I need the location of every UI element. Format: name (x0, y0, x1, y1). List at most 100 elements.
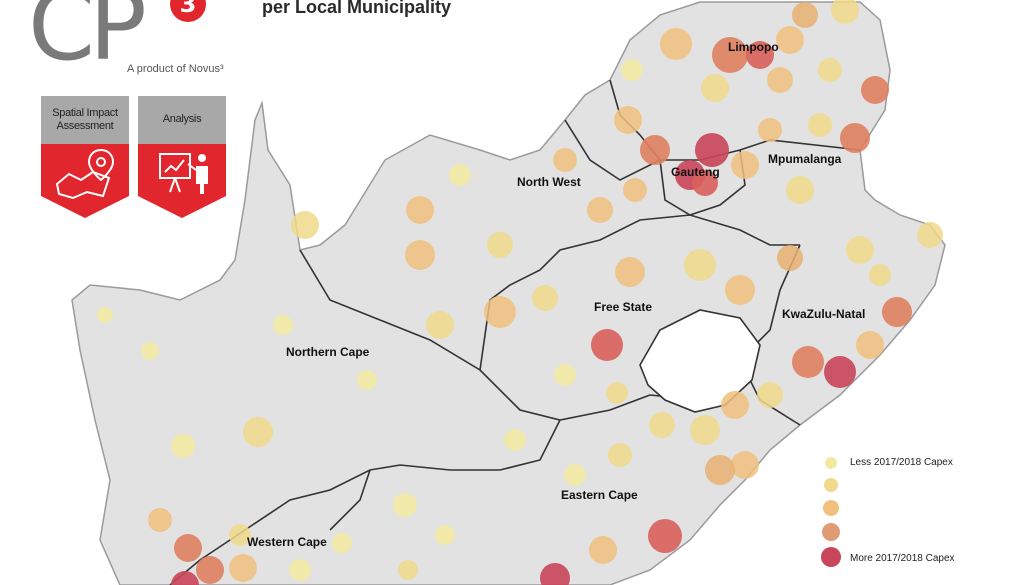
tile-spatial-impact-line1: Spatial Impact (52, 106, 118, 119)
capex-circle (406, 196, 434, 224)
tile-analysis-line1: Analysis (162, 113, 202, 126)
tile-spatial-impact[interactable]: Spatial Impact Assessment (41, 96, 129, 218)
capex-circle (405, 240, 435, 270)
legend-swatch-2 (824, 478, 838, 492)
capex-circle (621, 59, 643, 81)
capex-circle (786, 176, 814, 204)
capex-circle (171, 434, 195, 458)
capex-circle (695, 133, 729, 167)
capex-circle (767, 67, 793, 93)
capex-circle (273, 315, 293, 335)
capex-circle (758, 118, 782, 142)
lesotho-hole (639, 309, 761, 413)
capex-circle (196, 556, 224, 584)
capex-circle (553, 148, 577, 172)
page-title: per Local Municipality (262, 0, 452, 17)
capex-circle (660, 28, 692, 60)
tile-analysis[interactable]: Analysis (138, 96, 226, 218)
capex-circle (174, 534, 202, 562)
province-label-north-west: North West (517, 175, 581, 189)
capex-circle (171, 571, 199, 585)
capex-circle (861, 76, 889, 104)
capex-circle (731, 451, 759, 479)
capex-circle (882, 297, 912, 327)
capex-circle (398, 560, 418, 580)
capex-circle (564, 464, 586, 486)
legend-swatches (821, 457, 841, 567)
capex-circle (291, 211, 319, 239)
legend-swatch-4 (822, 523, 840, 541)
capex-circle (449, 164, 471, 186)
tile-spatial-impact-label: Spatial Impact Assessment (41, 96, 129, 144)
capex-circle (591, 329, 623, 361)
tile-analysis-label: Analysis (138, 96, 226, 144)
capex-circle (818, 58, 842, 82)
capex-circle (917, 222, 943, 248)
capex-circle (141, 342, 159, 360)
logo-badge: 3 (170, 0, 206, 22)
province-label-northern-cape: Northern Cape (286, 345, 370, 359)
legend-label-less: Less 2017/2018 Capex (850, 457, 953, 468)
capex-circle (840, 123, 870, 153)
presenter-chart-icon (138, 144, 226, 218)
capex-circle (504, 429, 526, 451)
capex-circles (97, 0, 943, 585)
capex-circle (229, 524, 251, 546)
capex-circle (614, 106, 642, 134)
capex-circle (712, 37, 748, 73)
capex-circle (690, 415, 720, 445)
province-label-mpumalanga: Mpumalanga (768, 152, 842, 166)
capex-circle (532, 285, 558, 311)
capex-circle (540, 563, 570, 585)
brand-logo: CP 3 A product of Novus³ (0, 0, 240, 90)
legend-label-more: More 2017/2018 Capex (850, 553, 955, 564)
capex-circle (792, 2, 818, 28)
capex-circle (692, 170, 718, 196)
capex-circle (606, 382, 628, 404)
tile-spatial-impact-line2: Assessment (56, 120, 114, 132)
capex-circle (554, 364, 576, 386)
capex-circle (701, 74, 729, 102)
logo-wordmark: CP (28, 0, 147, 82)
capex-circle (705, 455, 735, 485)
capex-circle (648, 519, 682, 553)
capex-circle (289, 559, 311, 581)
capex-circle (777, 245, 803, 271)
capex-circle (869, 264, 891, 286)
capex-circle (746, 41, 774, 69)
capex-circle (776, 26, 804, 54)
capex-circle (808, 113, 832, 137)
capex-circle (332, 533, 352, 553)
capex-circle (623, 178, 647, 202)
province-label-limpopo: Limpopo (728, 40, 779, 54)
capex-circle (649, 412, 675, 438)
capex-circle (731, 151, 759, 179)
map-pin-icon (41, 144, 129, 218)
capex-circle (792, 346, 824, 378)
capex-circle (435, 525, 455, 545)
capex-circle (587, 197, 613, 223)
capex-circle (831, 0, 859, 24)
capex-circle (615, 257, 645, 287)
capex-circle (97, 307, 113, 323)
legend-swatch-3 (823, 500, 839, 516)
capex-circle (824, 356, 856, 388)
capex-circle (393, 493, 417, 517)
legend-swatch-1 (825, 457, 837, 469)
province-label-eastern-cape: Eastern Cape (561, 488, 638, 502)
capex-circle (725, 275, 755, 305)
province-label-gauteng: Gauteng (671, 165, 720, 179)
capex-circle (846, 236, 874, 264)
capex-circle (148, 508, 172, 532)
capex-circle (856, 331, 884, 359)
capex-circle (589, 536, 617, 564)
capex-circle (484, 296, 516, 328)
capex-circle (426, 311, 454, 339)
logo-tagline: A product of Novus³ (127, 63, 224, 75)
capex-circle (229, 554, 257, 582)
legend-swatch-5 (821, 547, 841, 567)
capex-circle (487, 232, 513, 258)
capex-circle (357, 370, 377, 390)
capex-circle (684, 249, 716, 281)
